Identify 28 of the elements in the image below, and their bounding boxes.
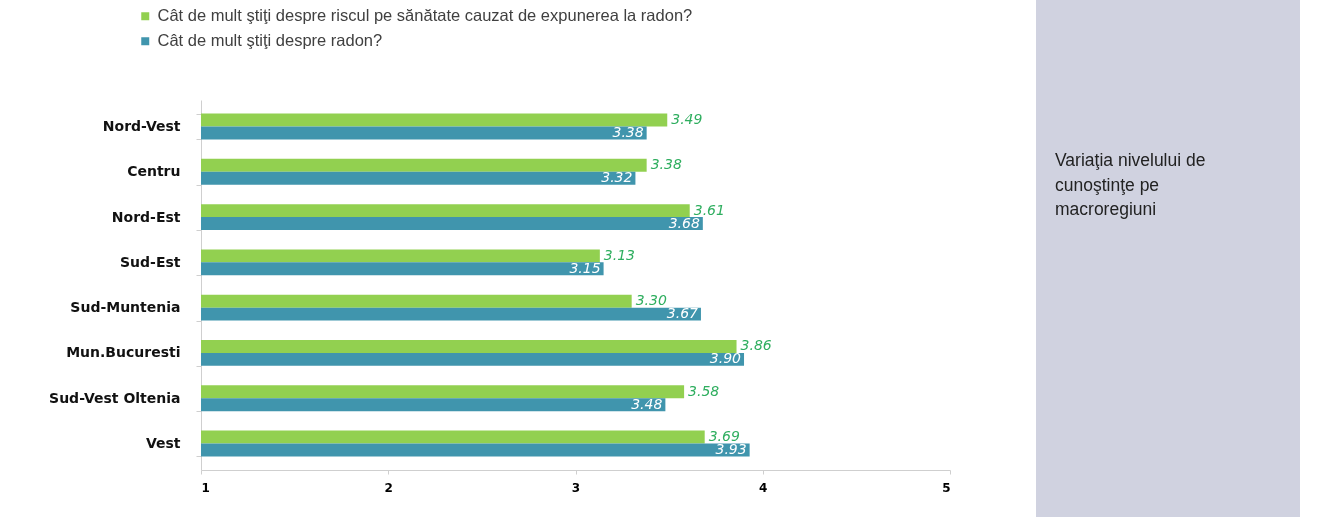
y-tick-label: Sud-Vest Oltenia [49, 389, 181, 406]
y-tick-label: Vest [145, 435, 181, 452]
legend-label: Cât de mult ştiţi despre radon? [157, 31, 383, 50]
x-tick-label: 4 [759, 480, 768, 495]
x-tick-label: 5 [942, 480, 951, 495]
x-tick-label: 1 [201, 480, 210, 495]
data-label: 3.15 [569, 259, 601, 276]
y-tick-label: Centru [127, 163, 181, 180]
y-tick-label: Mun.Bucuresti [66, 344, 181, 361]
x-tick-label: 3 [571, 480, 581, 495]
data-label: 3.38 [612, 123, 644, 140]
data-label: 3.49 [671, 111, 703, 128]
x-tick-label: 2 [384, 480, 393, 495]
data-label: 3.67 [666, 305, 699, 322]
data-label: 3.30 [635, 292, 667, 309]
y-tick-label: Sud-Est [120, 253, 181, 270]
data-label: 3.38 [650, 156, 682, 173]
data-label: 3.32 [601, 169, 633, 186]
text: Variaţia nivelului de cunoştinţe pe macroregiuni [1055, 149, 1207, 221]
y-tick-label: Nord-Vest [102, 117, 181, 134]
y-tick-label: Nord-Est [111, 208, 181, 225]
data-label: 3.90 [709, 350, 742, 367]
legend-label: Cât de mult ştiţi despre riscul pe sănătate cauzat de expunerea la radon? [157, 6, 693, 25]
y-tick-label: Sud-Muntenia [70, 299, 181, 316]
data-label: 3.48 [631, 395, 663, 412]
data-label: 3.86 [740, 337, 772, 354]
data-label: 3.58 [688, 382, 720, 399]
data-label: 3.13 [603, 246, 636, 263]
